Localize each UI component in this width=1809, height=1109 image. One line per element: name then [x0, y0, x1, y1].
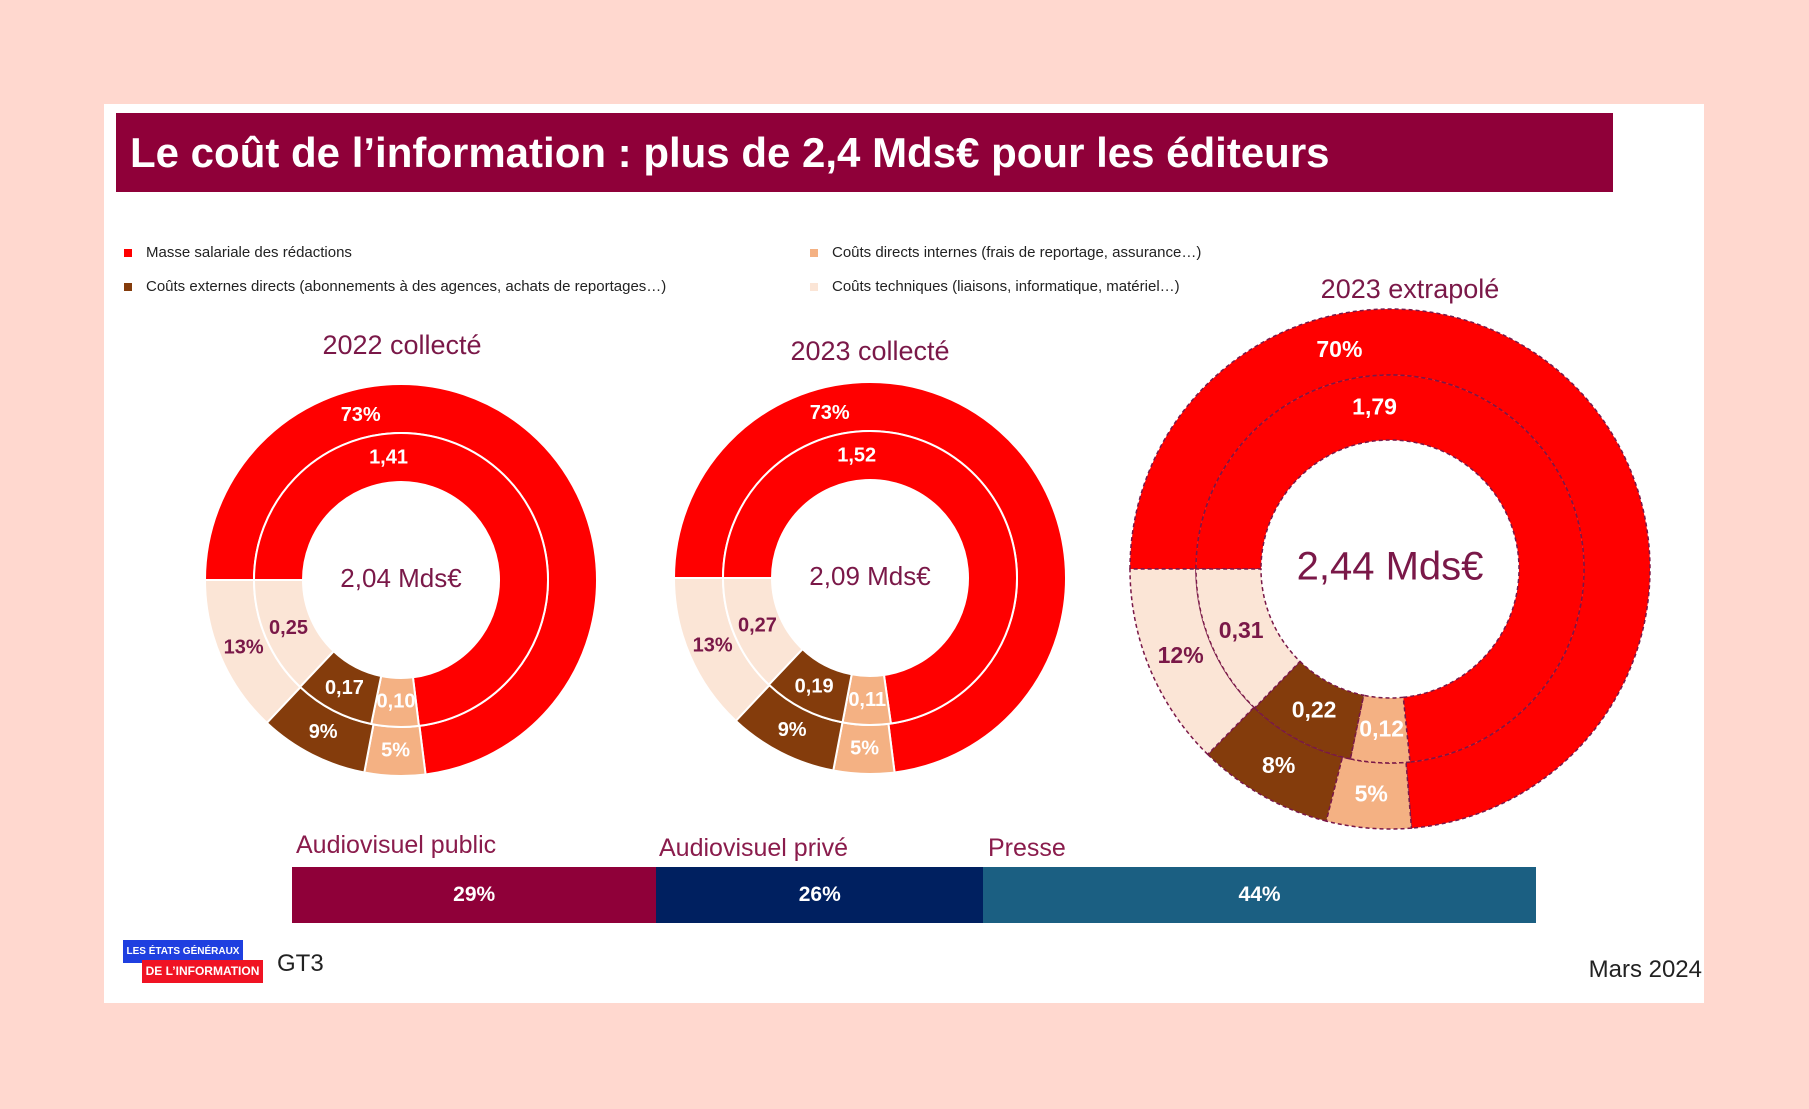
- share-value-label: 26%: [798, 883, 841, 906]
- inner-label-internal-costs: 0,11: [848, 689, 886, 711]
- outer-label-external-costs: 9%: [309, 721, 338, 743]
- inner-label-technical-costs: 0,27: [738, 615, 777, 637]
- outer-label-external-costs: 8%: [1262, 752, 1295, 778]
- center-total-label: 2,04 Mds€: [340, 563, 462, 593]
- inner-label-salaries: 1,79: [1352, 393, 1397, 419]
- slide-title: Le coût de l’information : plus de 2,4 M…: [116, 113, 1613, 192]
- inner-label-internal-costs: 0,12: [1359, 715, 1404, 741]
- chart-title-2023-extrapolated: 2023 extrapolé: [1320, 274, 1500, 304]
- outer-label-salaries: 73%: [341, 404, 381, 426]
- legend-label: Masse salariale des rédactions: [146, 244, 352, 261]
- center-total-label: 2,44 Mds€: [1297, 545, 1484, 589]
- outer-slice-technical-costs: [1129, 568, 1256, 756]
- inner-label-technical-costs: 0,31: [1219, 617, 1264, 643]
- share-value-label: 29%: [453, 883, 496, 906]
- outer-label-internal-costs: 5%: [381, 740, 410, 762]
- logo-line-2: DE L’INFORMATION: [142, 960, 263, 983]
- category-label-private-av: Audiovisuel privé: [659, 834, 848, 862]
- outer-label-salaries: 70%: [1316, 336, 1362, 362]
- outer-label-external-costs: 9%: [778, 719, 807, 741]
- legend-item-salaries: Masse salariale des rédactions: [124, 244, 352, 261]
- legend-swatch: [124, 248, 132, 257]
- share-segment-press: 44%: [983, 867, 1536, 923]
- outer-slice-external-costs: [1206, 706, 1344, 822]
- slide-panel: Le coût de l’information : plus de 2,4 M…: [104, 104, 1704, 1003]
- etats-generaux-logo: LES ÉTATS GÉNÉRAUX DE L’INFORMATION: [123, 940, 265, 984]
- chart-title-2023: 2023 collecté: [790, 336, 950, 366]
- outer-label-internal-costs: 5%: [1355, 780, 1388, 806]
- category-label-press: Presse: [988, 834, 1066, 862]
- outer-label-technical-costs: 13%: [693, 634, 733, 656]
- legend-item-technical-costs: Coûts techniques (liaisons, informatique…: [810, 278, 1180, 295]
- legend-label: Coûts techniques (liaisons, informatique…: [832, 278, 1180, 295]
- inner-label-salaries: 1,52: [837, 445, 876, 467]
- legend-swatch: [810, 282, 818, 291]
- center-total-label: 2,09 Mds€: [809, 561, 931, 591]
- legend-swatch: [124, 282, 132, 291]
- inner-slice-external-costs: [1253, 660, 1365, 760]
- inner-slice-salaries: [721, 430, 1018, 725]
- inner-label-external-costs: 0,22: [1292, 697, 1337, 723]
- inner-label-technical-costs: 0,25: [269, 617, 308, 639]
- outer-label-salaries: 73%: [810, 402, 850, 424]
- share-stacked-bar: 29% 26% 44%: [292, 867, 1536, 923]
- chart-title-2022: 2022 collecté: [322, 330, 482, 360]
- working-group-label: GT3: [277, 950, 324, 977]
- legend-label: Coûts externes directs (abonnements à de…: [146, 278, 667, 295]
- date-label: Mars 2024: [1588, 956, 1702, 983]
- inner-slice-salaries: [252, 432, 549, 728]
- legend-swatch: [810, 248, 818, 257]
- legend-item-external-costs: Coûts externes directs (abonnements à de…: [124, 278, 666, 295]
- inner-slice-technical-costs: [721, 577, 804, 687]
- outer-label-technical-costs: 12%: [1158, 642, 1204, 668]
- legend-label: Coûts directs internes (frais de reporta…: [832, 244, 1202, 261]
- donut-chart-0: 73% 5% 9% 13% 1,41 0,10 0,17 0,25 2,04 Mds€: [203, 383, 598, 777]
- inner-slice-technical-costs: [252, 579, 336, 689]
- donut-chart-1: 73% 5% 9% 13% 1,52 0,11 0,19 0,27 2,09 Mds€: [672, 381, 1067, 775]
- inner-label-internal-costs: 0,10: [377, 691, 416, 713]
- category-label-public-av: Audiovisuel public: [296, 831, 497, 859]
- share-value-label: 44%: [1238, 883, 1281, 906]
- inner-slice-salaries: [1195, 374, 1585, 763]
- legend-item-internal-costs: Coûts directs internes (frais de reporta…: [810, 244, 1201, 261]
- inner-slice-technical-costs: [1195, 568, 1302, 709]
- outer-label-technical-costs: 13%: [224, 636, 264, 658]
- donut-charts: 73% 5% 9% 13% 1,41 0,10 0,17 0,25 2,04 Mds€ 73% 5%…: [203, 308, 1651, 830]
- inner-label-external-costs: 0,17: [325, 677, 364, 699]
- inner-label-salaries: 1,41: [369, 446, 408, 468]
- share-segment-private-av: 26%: [656, 867, 984, 923]
- inner-label-external-costs: 0,19: [795, 675, 834, 697]
- donut-chart-2: 70% 5% 8% 12% 1,79 0,12 0,22 0,31 2,44 Mds€: [1129, 308, 1651, 830]
- logo-line-1: LES ÉTATS GÉNÉRAUX: [123, 940, 243, 963]
- outer-label-internal-costs: 5%: [850, 738, 879, 760]
- share-segment-public-av: 29%: [292, 867, 657, 923]
